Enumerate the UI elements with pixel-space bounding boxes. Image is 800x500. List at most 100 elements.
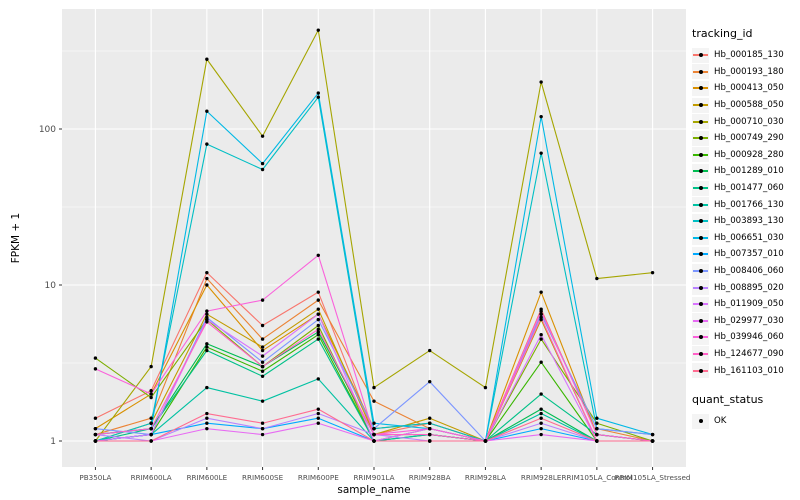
data-point [205,411,209,416]
legend-item-Hb_008895_020: Hb_008895_020 [692,279,798,296]
legend-label: Hb_008406_060 [714,266,784,277]
data-point [595,439,599,443]
legend-item-Hb_011909_050: Hb_011909_050 [692,296,798,313]
data-point [205,309,209,313]
legend-key-line-icon [692,363,709,379]
data-point [428,416,432,420]
y-tick-label: 10 [45,281,57,291]
data-point [260,369,265,373]
x-tick-label: RRIM928BA [409,473,451,482]
legend-item-Hb_000413_050: Hb_000413_050 [692,80,798,97]
data-point [205,348,209,353]
data-point [205,312,209,316]
data-point [149,364,153,369]
data-point [539,411,543,416]
data-point [260,421,265,425]
data-point [149,389,153,393]
data-point [205,385,209,390]
legend-label: Hb_000413_050 [714,83,784,94]
data-point [149,426,153,431]
data-point [316,337,320,341]
legend-items-quant-status: OK [692,413,798,430]
data-point [539,151,543,155]
data-point [316,253,320,258]
data-point [205,426,209,431]
data-point [595,432,599,437]
x-tick-label: RRIM928LA [465,473,506,482]
data-point [149,439,153,443]
legend-label: Hb_006651_030 [714,232,784,243]
data-point [372,385,376,390]
x-tick-label: RRIM600SE [242,473,284,482]
legend-label: OK [714,416,727,427]
legend-key-line-icon [692,213,709,229]
y-tick-label: 100 [39,125,56,135]
data-point [316,333,320,337]
legend-label: Hb_001289_010 [714,166,784,177]
data-point [93,356,98,360]
data-point [260,134,265,138]
data-point [539,407,543,411]
data-point [149,395,153,400]
x-tick-label: RRIM105LA_Control [562,473,633,482]
legend-item-Hb_000710_030: Hb_000710_030 [692,113,798,130]
data-point [539,114,543,119]
legend-title-quant-status: quant_status [692,392,764,406]
legend-label: Hb_161103_010 [714,365,784,376]
legend-item-Hb_029977_030: Hb_029977_030 [692,313,798,330]
data-point [539,416,543,420]
legend-label: Hb_000588_050 [714,100,784,111]
data-point [650,432,655,437]
data-point [539,392,543,396]
data-point [316,317,320,322]
legend-key-line-icon [692,114,709,130]
legend-key-line-icon [692,263,709,279]
legend-key-line-icon [692,147,709,163]
legend-key-line-icon [692,180,709,196]
data-point [260,399,265,403]
data-point [260,323,265,328]
legend-key-point-icon [692,413,709,429]
legend-item-Hb_000193_180: Hb_000193_180 [692,64,798,81]
data-point [205,276,209,281]
legend-label: Hb_000710_030 [714,116,784,127]
data-point [93,367,98,371]
data-point [316,290,320,294]
data-point [539,80,543,84]
data-point [260,374,265,378]
legend-label: Hb_000185_130 [714,50,784,61]
data-point [205,320,209,324]
data-point [316,377,320,381]
x-tick-label: RRIM901LA [353,473,394,482]
data-point [260,354,265,358]
x-tick-label: RRIM600PE [298,473,339,482]
data-point [372,426,376,431]
data-point [205,270,209,275]
legend-label: Hb_001477_060 [714,183,784,194]
data-point [316,298,320,302]
legend: tracking_id Hb_000185_130 Hb_000193_180 Hb… [692,27,798,429]
legend-item-Hb_039946_060: Hb_039946_060 [692,329,798,346]
data-point [316,91,320,95]
data-point [539,333,543,337]
legend-key-line-icon [692,230,709,246]
y-axis-title: FPKM + 1 [10,212,22,264]
data-point [595,426,599,431]
legend-key-line-icon [692,346,709,362]
data-point [205,345,209,349]
legend-key-line-icon [692,64,709,80]
data-point [149,432,153,437]
data-point [428,426,432,431]
legend-item-Hb_000185_130: Hb_000185_130 [692,47,798,64]
data-point [539,421,543,425]
legend-item-Hb_124677_090: Hb_124677_090 [692,346,798,363]
legend-label: Hb_003893_130 [714,216,784,227]
legend-label: Hb_039946_060 [714,332,784,343]
data-point [428,421,432,425]
legend-key-line-icon [692,246,709,262]
data-point [260,348,265,353]
data-point [428,379,432,384]
data-point [650,270,655,275]
